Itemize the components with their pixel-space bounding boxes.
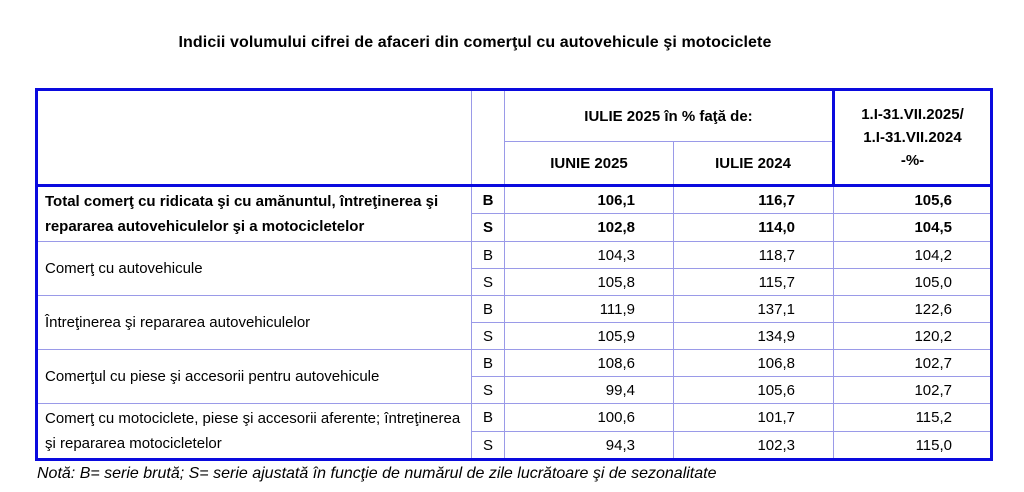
series-code-cell: B [471,185,505,214]
value-cell: 105,8 [504,268,674,296]
value-cell: 105,0 [833,268,992,296]
value-cell: 118,7 [673,241,834,269]
value-cell: 101,7 [673,403,834,432]
value-cell: 102,3 [673,431,834,460]
comparison-spanner-header: IULIE 2025 în % faţă de: [504,89,834,142]
series-column-header-empty [471,89,505,187]
series-code-cell: B [471,295,505,323]
series-code-cell: S [471,431,505,460]
corner-empty-cell [36,89,472,187]
table-header: IULIE 2025 în % faţă de: 1.I-31.VII.2025… [36,89,992,187]
value-cell: 115,0 [833,431,992,460]
value-cell: 104,3 [504,241,674,269]
value-cell: 115,2 [833,403,992,432]
table-row: S 105,9 134,9 120,2 [37,322,992,350]
table-body: Total comerţ cu ridicata şi cu amănuntul… [36,185,992,460]
value-cell: 115,7 [673,268,834,296]
value-cell: 134,9 [673,322,834,350]
value-cell: 120,2 [833,322,992,350]
row-label-motociclete: Comerţ cu motociclete, piese şi accesori… [36,403,472,460]
column-header-iulie-2024: IULIE 2024 [673,141,834,187]
value-cell: 114,0 [673,213,834,242]
value-cell: 111,9 [504,295,674,323]
turnover-indices-table: IULIE 2025 în % faţă de: 1.I-31.VII.2025… [35,88,993,461]
row-label-intretinere: Întreţinerea şi repararea autovehiculelo… [36,295,472,350]
value-cell: 122,6 [833,295,992,323]
value-cell: 99,4 [504,376,674,404]
value-cell: 104,2 [833,241,992,269]
value-cell: 105,6 [833,185,992,214]
value-cell: 116,7 [673,185,834,214]
page-title: Indicii volumului cifrei de afaceri din … [178,34,772,51]
series-code-cell: B [471,241,505,269]
series-code-cell: S [471,268,505,296]
value-cell: 104,5 [833,213,992,242]
value-cell: 105,6 [673,376,834,404]
value-cell: 106,1 [504,185,674,214]
table-row: Comerţ cu autovehicule B 104,3 118,7 104… [36,241,992,296]
table-row: Comerţ cu motociclete, piese şi accesori… [36,403,992,460]
period-line-3: -%- [900,152,925,169]
table-row: S 102,8 114,0 104,5 [37,213,992,242]
value-cell: 102,7 [833,349,992,377]
table-row: Întreţinerea şi repararea autovehiculelo… [36,295,992,350]
value-cell: 137,1 [673,295,834,323]
value-cell: 106,8 [673,349,834,377]
table-row: S 99,4 105,6 102,7 [37,376,992,404]
table-row: Total comerţ cu ridicata şi cu amănuntul… [36,185,992,242]
cumulative-period-header: 1.I-31.VII.2025/ 1.I-31.VII.2024 -%- [832,89,992,187]
series-code-cell: S [471,322,505,350]
value-cell: 102,8 [504,213,674,242]
series-code-cell: S [471,376,505,404]
period-line-1: 1.I-31.VII.2025/ [861,106,964,123]
series-code-cell: B [471,349,505,377]
footnote: Notă: B= serie brută; S= serie ajustată … [37,465,717,482]
value-cell: 94,3 [504,431,674,460]
row-label-autovehicule: Comerţ cu autovehicule [36,241,472,296]
value-cell: 108,6 [504,349,674,377]
row-label-total: Total comerţ cu ridicata şi cu amănuntul… [36,185,472,242]
period-line-2: 1.I-31.VII.2024 [863,129,962,146]
column-header-iunie-2025: IUNIE 2025 [504,141,674,187]
series-code-cell: B [471,403,505,432]
table-row: S 94,3 102,3 115,0 [37,431,992,460]
value-cell: 102,7 [833,376,992,404]
value-cell: 105,9 [504,322,674,350]
row-label-piese: Comerţul cu piese şi accesorii pentru au… [36,349,472,404]
table-row: Comerţul cu piese şi accesorii pentru au… [36,349,992,404]
value-cell: 100,6 [504,403,674,432]
table-row: S 105,8 115,7 105,0 [37,268,992,296]
series-code-cell: S [471,213,505,242]
